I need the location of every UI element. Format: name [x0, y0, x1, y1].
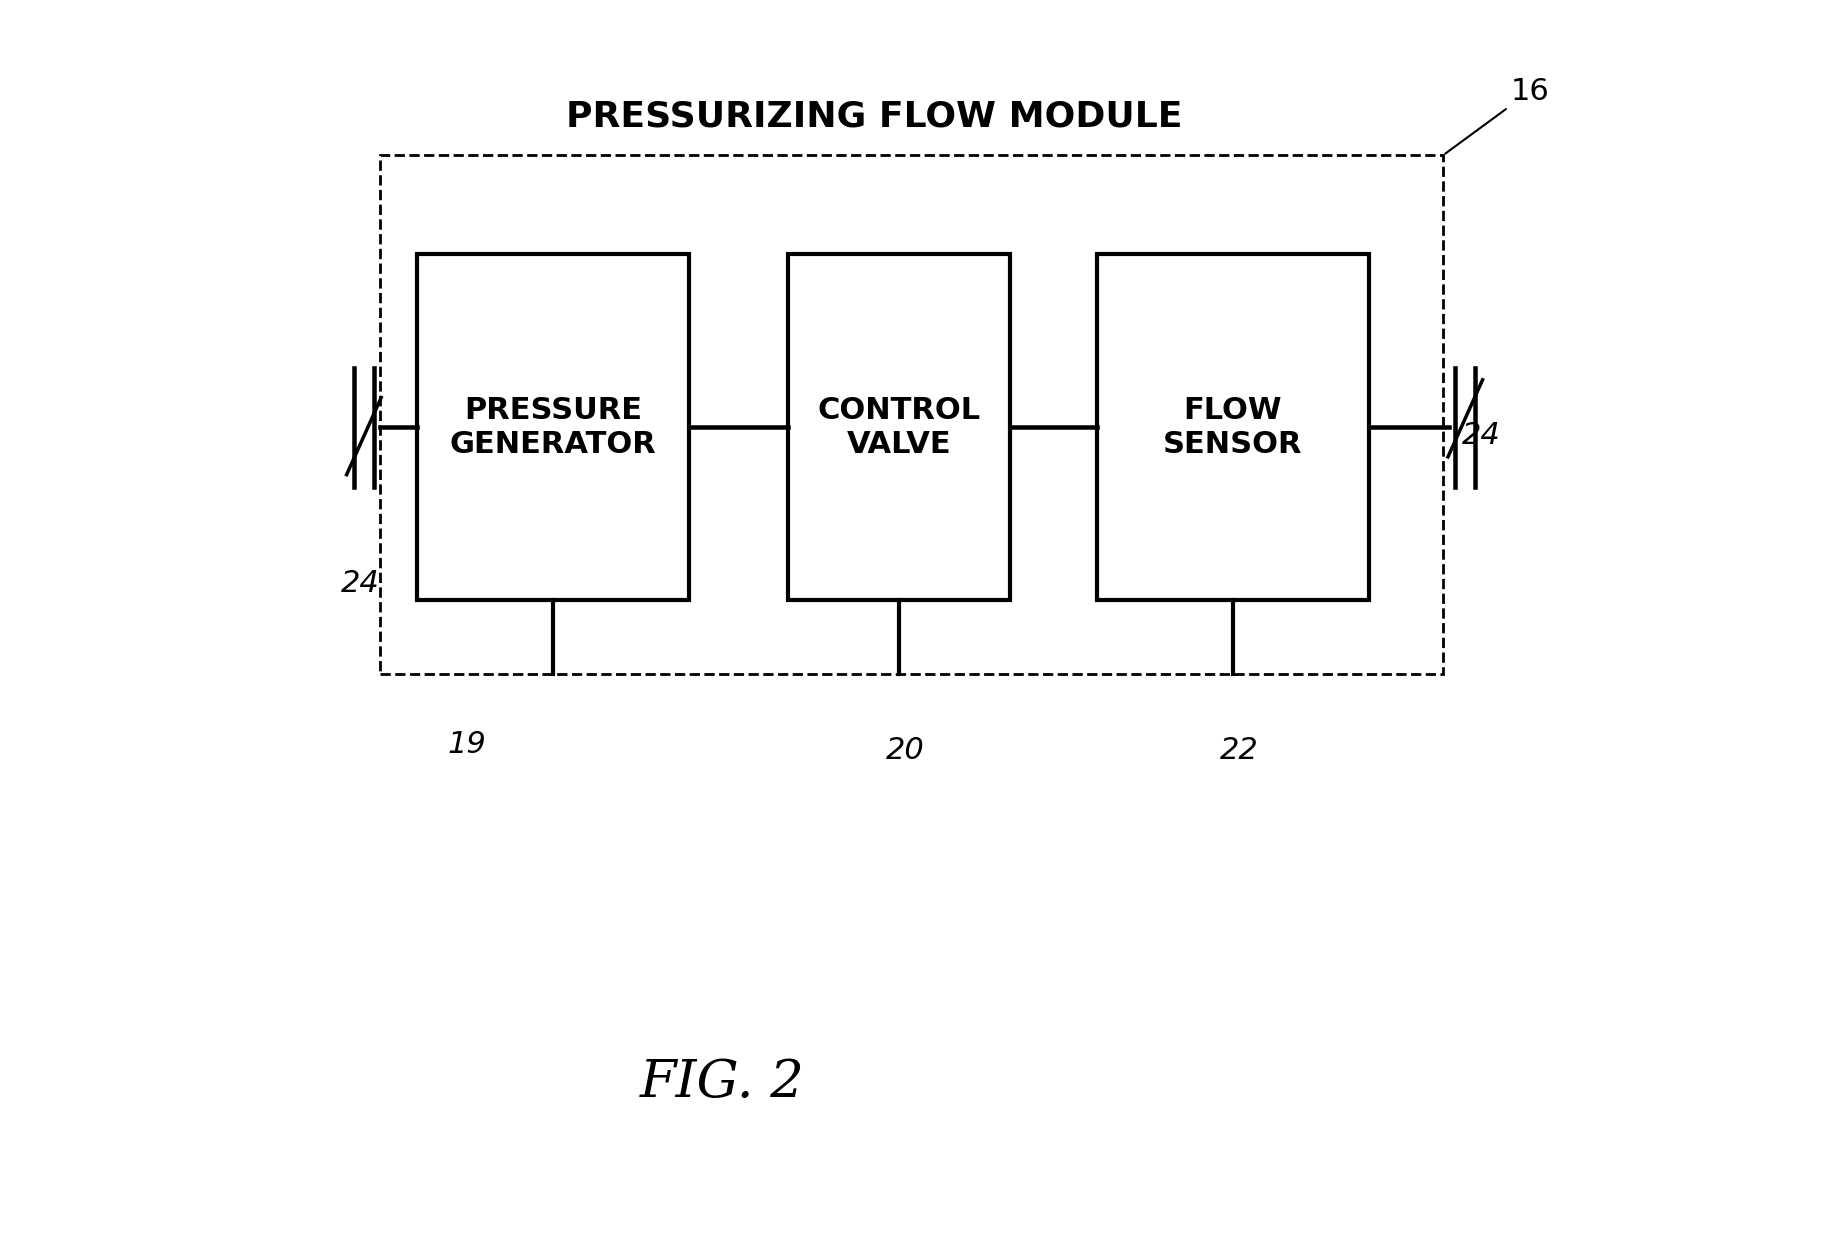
Text: PRESSURIZING FLOW MODULE: PRESSURIZING FLOW MODULE	[567, 99, 1183, 132]
Text: 24: 24	[341, 570, 379, 599]
Text: FIG. 2: FIG. 2	[640, 1056, 804, 1108]
Text: CONTROL
VALVE: CONTROL VALVE	[817, 396, 981, 459]
Text: 24: 24	[1462, 421, 1500, 450]
Text: PRESSURE
GENERATOR: PRESSURE GENERATOR	[450, 396, 656, 459]
FancyBboxPatch shape	[417, 254, 689, 600]
FancyBboxPatch shape	[1097, 254, 1369, 600]
Text: 22: 22	[1220, 736, 1258, 765]
Text: 20: 20	[886, 736, 924, 765]
Text: 19: 19	[447, 730, 487, 759]
FancyBboxPatch shape	[788, 254, 1010, 600]
Text: 16: 16	[1446, 76, 1550, 154]
Text: FLOW
SENSOR: FLOW SENSOR	[1163, 396, 1303, 459]
